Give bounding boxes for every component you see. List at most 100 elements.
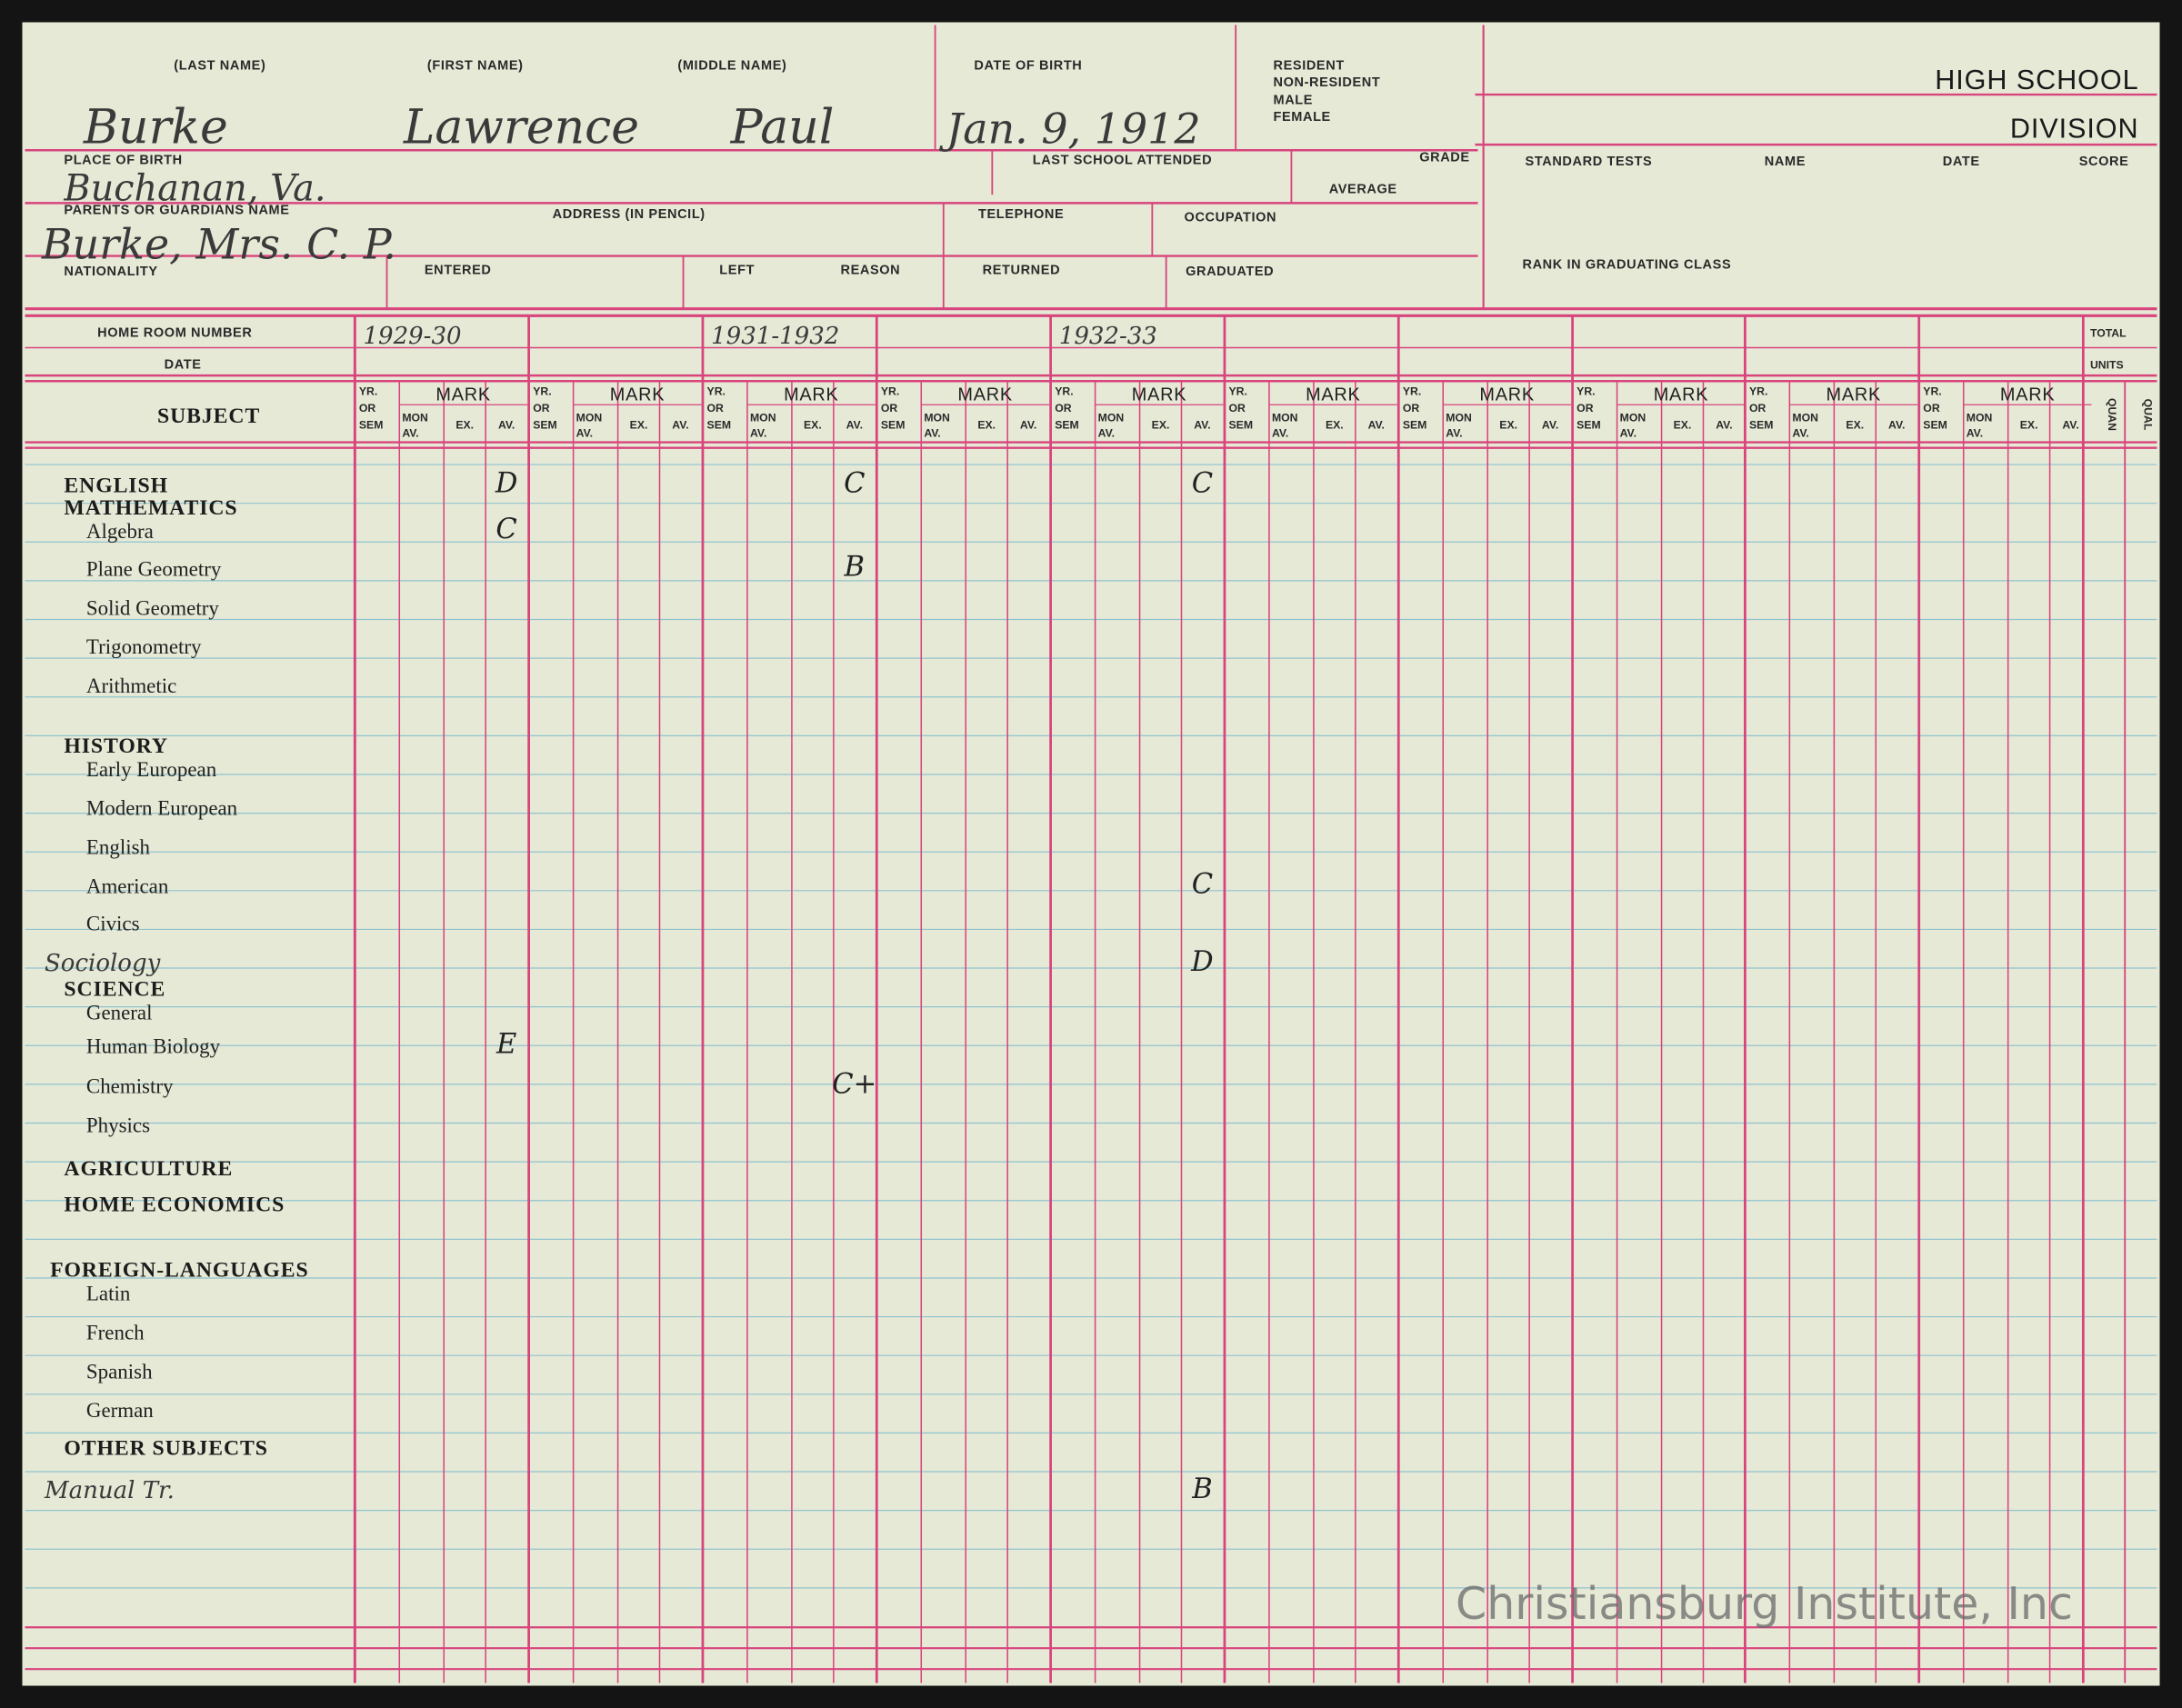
subject-name: Arithmetic	[86, 674, 176, 697]
subject-heading: HOME ECONOMICS	[64, 1194, 285, 1217]
subject-name: Solid Geometry	[86, 596, 219, 619]
column-label: AV.	[1888, 418, 1905, 431]
column-label: MON	[1792, 412, 1818, 425]
subject-heading: MATHEMATICS	[64, 496, 237, 520]
grade: C	[844, 468, 865, 500]
column-label: MON	[576, 412, 603, 425]
field-label: NAME	[1765, 155, 1806, 169]
grade: B	[844, 551, 865, 583]
column-label: YR.	[1749, 385, 1767, 398]
column-label: AV.	[498, 418, 515, 431]
handwritten-entry: Jan. 9, 1912	[939, 105, 1201, 154]
field-label: GRADE	[1419, 150, 1469, 165]
column-label: MARK	[784, 385, 838, 405]
column-label: SEM	[1055, 418, 1079, 431]
field-label: RETURNED	[983, 263, 1061, 277]
column-label: MON	[402, 412, 428, 425]
column-label: YR.	[707, 385, 726, 398]
school-year: 1932-33	[1059, 323, 1157, 350]
column-label: MARK	[610, 385, 665, 405]
field-label: NON-RESIDENT	[1274, 75, 1381, 90]
column-label: SEM	[1749, 418, 1774, 431]
column-label: EX.	[977, 418, 996, 431]
column-label: MON	[1620, 412, 1647, 425]
field-label: RESIDENT	[1274, 59, 1345, 74]
subject-heading: AGRICULTURE	[64, 1157, 233, 1181]
column-label: EX.	[1846, 418, 1864, 431]
field-label: OCCUPATION	[1185, 210, 1277, 225]
column-label: MARK	[1132, 385, 1186, 405]
column-label: AV.	[2062, 418, 2078, 431]
subject-name: Chemistry	[86, 1075, 174, 1098]
column-label: YR.	[1576, 385, 1595, 398]
handwritten-entry: Burke, Mrs. C. P.	[41, 220, 396, 269]
subject-name: Latin	[86, 1283, 131, 1305]
handwritten-entry: Buchanan, Va.	[63, 167, 325, 209]
subject-name: French	[86, 1322, 145, 1344]
column-label: OR	[1055, 402, 1072, 415]
column-label: AV.	[1542, 418, 1558, 431]
subject-name: Early European	[86, 758, 217, 781]
column-label: YR.	[359, 385, 377, 398]
subject-heading: ENGLISH	[64, 474, 168, 498]
column-label: MON	[924, 412, 950, 425]
column-label: AV.	[576, 426, 593, 439]
field-label: NATIONALITY	[64, 265, 157, 279]
column-label: YR.	[1403, 385, 1421, 398]
subject-name: Spanish	[86, 1360, 153, 1383]
column-label: AV.	[1620, 426, 1636, 439]
column-label: AV.	[1716, 418, 1732, 431]
column-label: OR	[707, 402, 725, 415]
handwritten-entry: Lawrence	[403, 101, 639, 155]
grade: C	[495, 514, 516, 545]
column-label: MON	[1098, 412, 1125, 425]
field-label: MALE	[1274, 94, 1314, 108]
column-label: SEM	[881, 418, 906, 431]
grade: C	[1192, 468, 1213, 500]
column-label: SEM	[1229, 418, 1254, 431]
field-label: RANK IN GRADUATING CLASS	[1522, 257, 1731, 272]
column-label: AV.	[402, 426, 418, 439]
grid-label: QUAL	[2142, 399, 2155, 431]
column-label: EX.	[1499, 418, 1517, 431]
grid-label: DATE	[165, 357, 202, 372]
grade: E	[495, 1028, 516, 1060]
field-label: SCORE	[2079, 155, 2129, 169]
column-label: OR	[881, 402, 898, 415]
division-title: DIVISION	[2010, 113, 2139, 144]
handwritten-subject: Sociology	[45, 950, 161, 977]
grid-label: TOTAL	[2090, 326, 2127, 339]
grade: D	[1190, 946, 1214, 978]
column-label: OR	[1229, 402, 1246, 415]
column-label: MARK	[2000, 385, 2055, 405]
column-label: YR.	[1055, 385, 1073, 398]
school-year: 1931-1932	[711, 323, 839, 350]
column-label: YR.	[1229, 385, 1247, 398]
field-label: (FIRST NAME)	[427, 59, 524, 74]
field-label: GRADUATED	[1186, 265, 1274, 279]
field-label: PLACE OF BIRTH	[64, 154, 182, 168]
column-label: YR.	[1923, 385, 1941, 398]
field-label: STANDARD TESTS	[1526, 155, 1653, 169]
column-label: YR.	[533, 385, 551, 398]
subject-name: Physics	[86, 1114, 150, 1137]
field-label: REASON	[840, 263, 900, 277]
column-label: MON	[750, 412, 776, 425]
column-label: OR	[1403, 402, 1420, 415]
subject-name: Modern European	[86, 797, 238, 820]
grid-label: UNITS	[2090, 358, 2124, 371]
subject-name: Algebra	[86, 520, 154, 543]
column-label: EX.	[1152, 418, 1170, 431]
form-texts: (LAST NAME) (FIRST NAME) (MIDDLE NAME) DATE…	[41, 59, 2155, 1631]
column-label: MON	[1272, 412, 1298, 425]
column-label: EX.	[804, 418, 822, 431]
column-label: MON	[1446, 412, 1472, 425]
column-label: AV.	[1098, 426, 1115, 439]
column-label: AV.	[672, 418, 688, 431]
column-label: AV.	[1792, 426, 1808, 439]
watermark: Christiansburg Institute, Inc	[1456, 1578, 2073, 1630]
grade: C+	[832, 1069, 876, 1101]
field-label: LEFT	[719, 263, 755, 277]
